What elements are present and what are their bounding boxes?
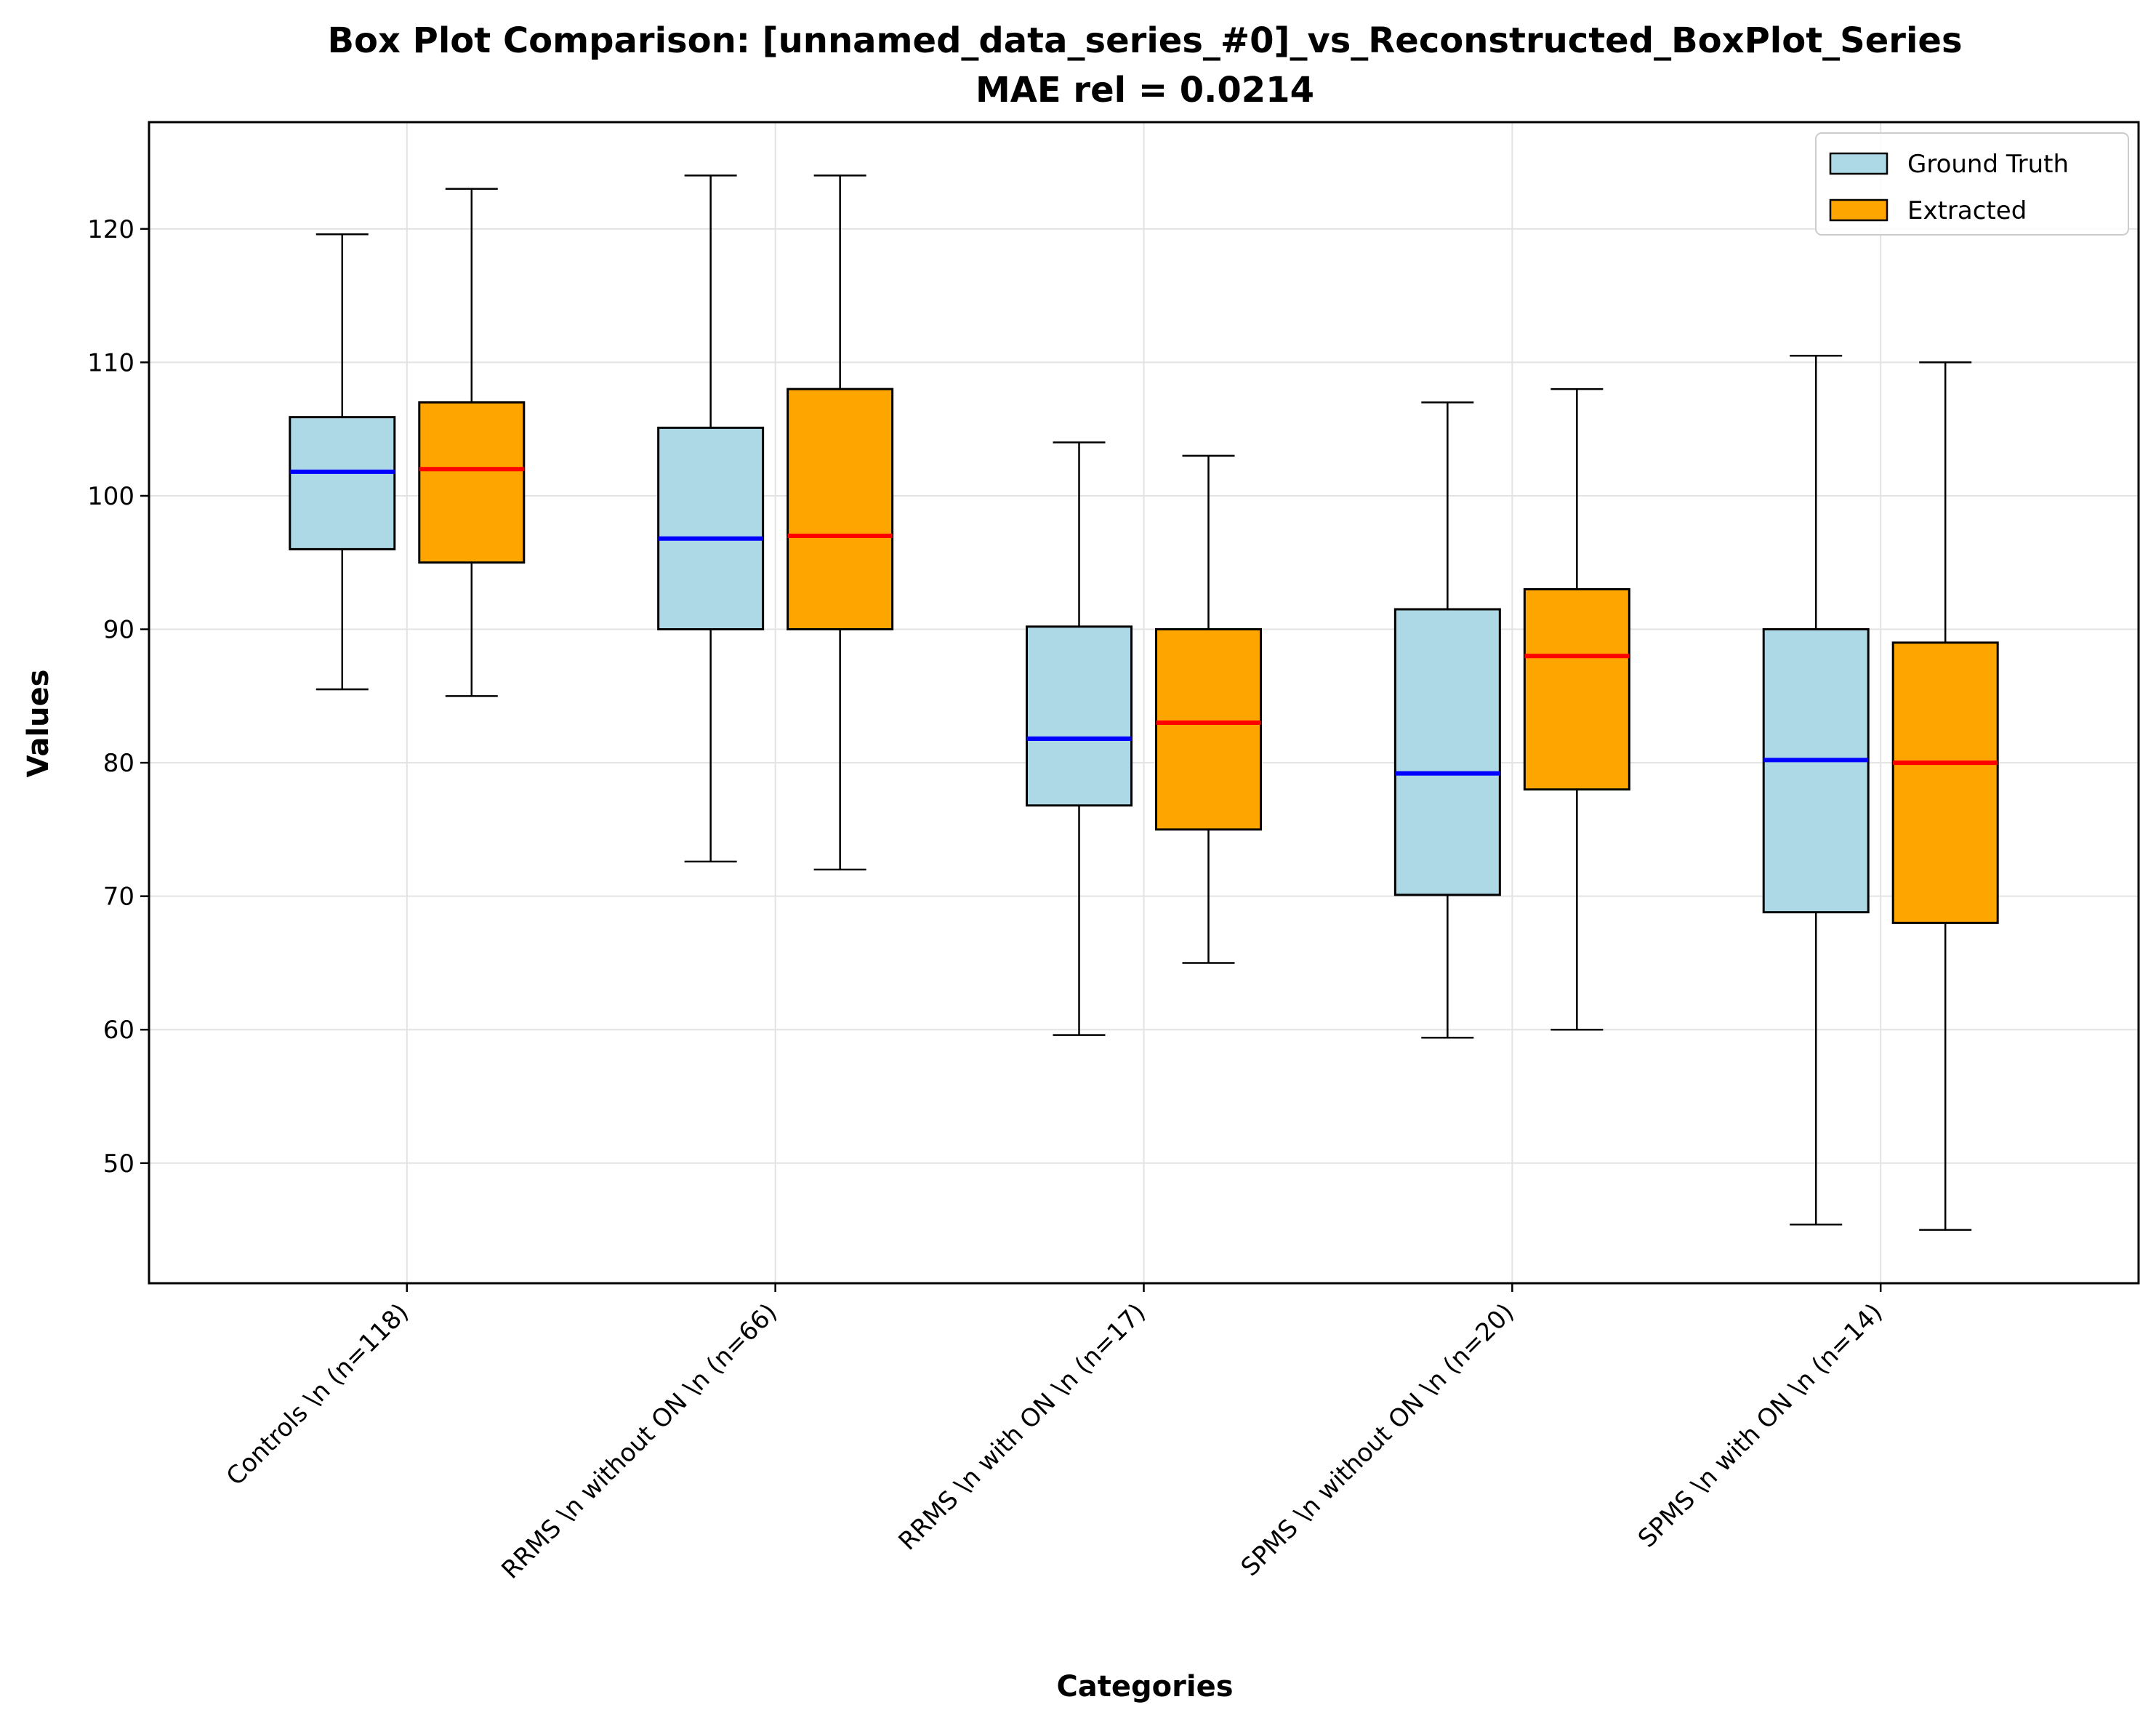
legend-label: Ground Truth: [1907, 150, 2069, 179]
y-axis-label: Values: [22, 670, 55, 778]
box-extracted: [418, 188, 526, 697]
box-extracted: [787, 174, 894, 871]
box-iqr: [289, 416, 396, 550]
box-ground-truth: [1762, 354, 1870, 1226]
box-extracted: [1523, 388, 1630, 1031]
y-tick-label: 90: [103, 616, 134, 645]
x-axis-label: Categories: [1056, 1670, 1233, 1703]
legend-label: Extracted: [1907, 196, 2027, 225]
y-tick-label: 110: [87, 348, 134, 377]
x-tick-label: SPMS \n with ON \n (n=14): [1633, 1298, 1888, 1554]
chart-subtitle: MAE rel = 0.0214: [976, 70, 1314, 111]
box-iqr: [1523, 587, 1630, 791]
y-axis-ticks: 50 60 70 80 90 100 110 120: [87, 215, 149, 1179]
y-tick-label: 100: [87, 482, 134, 511]
box-ground-truth: [657, 174, 765, 863]
x-tick-label: RRMS \n without ON \n (n=66): [496, 1298, 783, 1585]
box-iqr: [1762, 628, 1870, 914]
legend-swatch: [1829, 152, 1888, 175]
x-tick-label: SPMS \n without ON \n (n=20): [1236, 1298, 1520, 1582]
x-axis-ticks: Controls \n (n=118) RRMS \n without ON \n…: [221, 1283, 1888, 1585]
box-ground-truth: [289, 233, 396, 691]
y-tick-label: 120: [87, 215, 134, 244]
y-tick-label: 80: [103, 749, 134, 778]
chart-title: Box Plot Comparison: [unnamed_data_serie…: [327, 20, 1962, 61]
box-extracted: [1155, 454, 1262, 964]
box-ground-truth: [1026, 441, 1133, 1036]
y-tick-label: 50: [103, 1149, 134, 1179]
box-extracted: [1891, 361, 1999, 1231]
x-tick-label: RRMS \n with ON \n (n=17): [893, 1298, 1151, 1556]
box-iqr: [1026, 625, 1133, 807]
legend-swatch: [1829, 198, 1888, 222]
x-tick-label: Controls \n (n=118): [221, 1298, 414, 1491]
box-iqr: [787, 388, 894, 631]
legend: Ground Truth Extracted: [1815, 132, 2129, 236]
legend-box: [1815, 132, 2129, 236]
boxes: [289, 174, 1999, 1231]
box-ground-truth: [1393, 401, 1501, 1039]
box-iqr: [1393, 608, 1501, 896]
box-iqr: [418, 401, 526, 564]
box-iqr: [1155, 628, 1262, 831]
y-tick-label: 70: [103, 883, 134, 912]
box-iqr: [657, 426, 765, 631]
y-tick-label: 60: [103, 1016, 134, 1045]
box-iqr: [1891, 641, 1999, 924]
